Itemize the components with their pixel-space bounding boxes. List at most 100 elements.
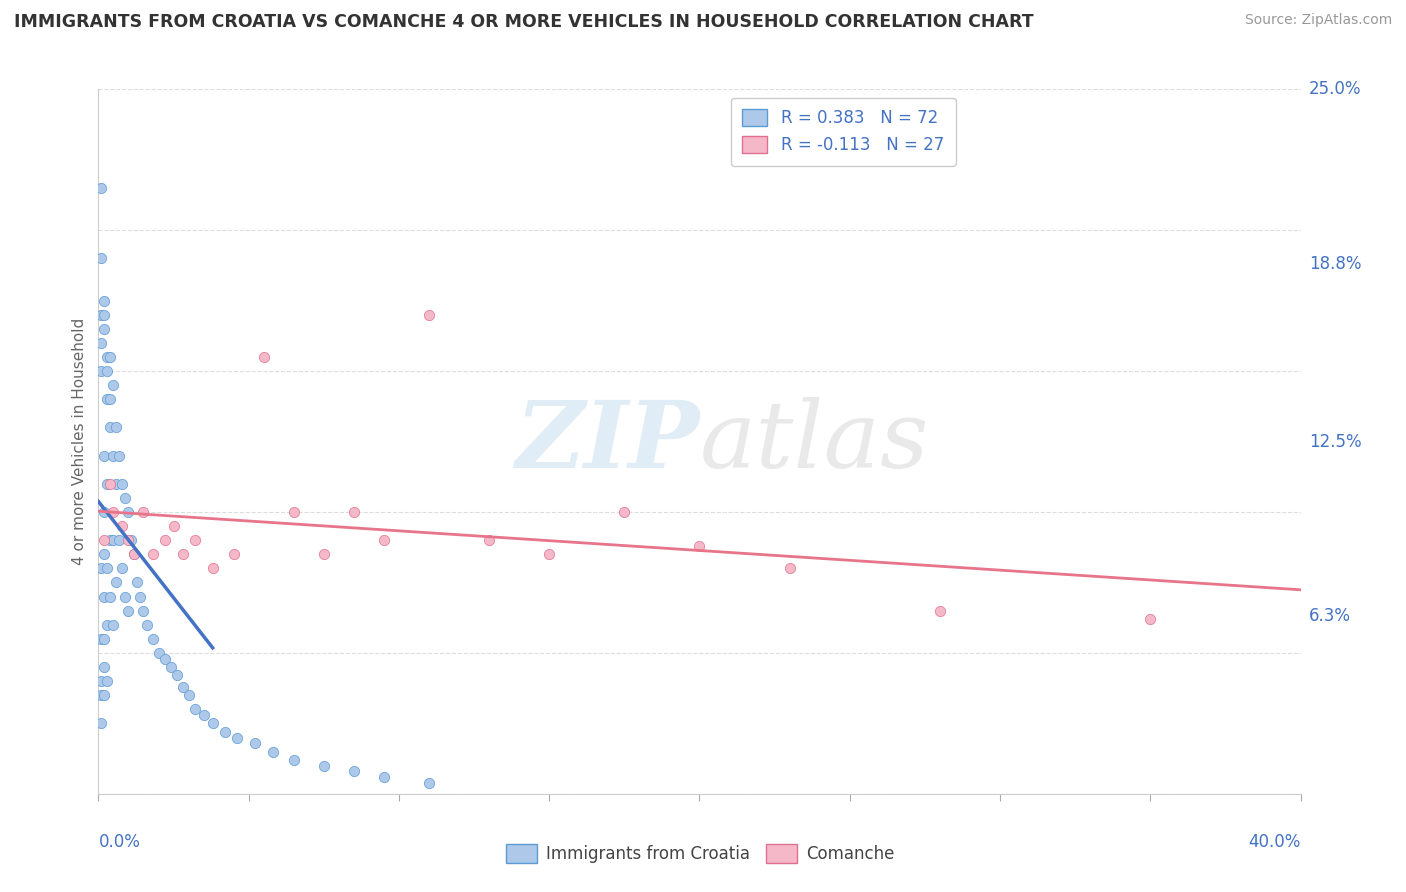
Point (222, 547, 245, 561)
Point (96, 674, 118, 689)
Text: 25.0%: 25.0% (1309, 80, 1361, 98)
Point (93, 533, 115, 548)
Point (100, 533, 122, 548)
Point (183, 533, 205, 548)
Point (343, 764, 366, 779)
Point (90, 335, 112, 350)
Point (105, 575, 128, 590)
Point (117, 533, 139, 548)
Point (93, 660, 115, 674)
Point (193, 708, 215, 723)
Point (90, 674, 112, 689)
Point (148, 646, 170, 660)
Point (418, 775, 440, 789)
Point (262, 745, 284, 759)
Point (1139, 612, 1161, 626)
Point (108, 533, 131, 548)
Point (779, 561, 801, 575)
Point (111, 519, 134, 533)
Point (162, 519, 184, 533)
Point (93, 449, 115, 463)
Point (418, 308, 440, 322)
Text: Immigrants from Croatia: Immigrants from Croatia (546, 845, 749, 863)
Text: 18.8%: 18.8% (1309, 255, 1361, 273)
Y-axis label: 4 or more Vehicles in Household: 4 or more Vehicles in Household (72, 318, 87, 566)
Point (613, 505, 636, 519)
Point (105, 420, 128, 434)
Point (100, 350, 122, 364)
Point (538, 547, 561, 561)
Point (96, 561, 118, 575)
Point (153, 533, 176, 548)
Text: atlas: atlas (699, 397, 929, 486)
Point (93, 547, 115, 561)
Point (929, 604, 952, 618)
Point (283, 753, 305, 767)
Point (96, 617, 118, 632)
Text: Comanche: Comanche (806, 845, 894, 863)
Point (177, 688, 200, 702)
Point (93, 632, 115, 646)
Point (93, 308, 115, 322)
Point (373, 533, 395, 548)
Point (312, 547, 335, 561)
Point (90, 181, 112, 195)
Point (93, 505, 115, 519)
Point (121, 533, 143, 548)
Point (135, 617, 157, 632)
Text: Source: ZipAtlas.com: Source: ZipAtlas.com (1244, 13, 1392, 28)
Point (93, 293, 115, 308)
Point (93, 322, 115, 336)
Point (105, 476, 128, 491)
Point (225, 731, 247, 745)
Point (166, 668, 188, 682)
Point (159, 660, 181, 674)
Point (90, 716, 112, 731)
Point (129, 590, 152, 604)
Point (253, 350, 276, 364)
Point (172, 547, 194, 561)
Point (90, 308, 112, 322)
Point (214, 724, 236, 739)
Point (117, 604, 139, 618)
Text: 12.5%: 12.5% (1309, 433, 1361, 450)
Text: 6.3%: 6.3% (1309, 607, 1351, 625)
Point (201, 716, 224, 731)
Point (124, 547, 146, 561)
Point (103, 449, 125, 463)
Point (283, 505, 305, 519)
Point (103, 378, 125, 392)
Point (343, 505, 366, 519)
Point (201, 561, 224, 575)
Point (312, 758, 335, 772)
Point (103, 505, 125, 519)
Point (478, 533, 501, 548)
Point (124, 547, 146, 561)
Point (96, 350, 118, 364)
Point (108, 449, 131, 463)
Point (243, 736, 266, 750)
Point (183, 702, 205, 716)
Point (93, 590, 115, 604)
Text: 0.0%: 0.0% (98, 833, 141, 851)
Text: ZIP: ZIP (515, 397, 699, 486)
Point (96, 392, 118, 407)
Text: IMMIGRANTS FROM CROATIA VS COMANCHE 4 OR MORE VEHICLES IN HOUSEHOLD CORRELATION : IMMIGRANTS FROM CROATIA VS COMANCHE 4 OR… (14, 13, 1033, 31)
Point (90, 688, 112, 702)
Point (90, 561, 112, 575)
Point (153, 651, 176, 665)
Point (90, 632, 112, 646)
Point (111, 476, 134, 491)
Point (100, 420, 122, 434)
Legend: R = 0.383   N = 72, R = -0.113   N = 27: R = 0.383 N = 72, R = -0.113 N = 27 (731, 97, 956, 166)
Text: 40.0%: 40.0% (1249, 833, 1301, 851)
Point (373, 770, 395, 784)
Point (141, 547, 163, 561)
Point (114, 491, 136, 505)
Point (132, 604, 155, 618)
Point (100, 590, 122, 604)
Point (114, 590, 136, 604)
Point (132, 505, 155, 519)
Point (103, 533, 125, 548)
Point (90, 364, 112, 378)
